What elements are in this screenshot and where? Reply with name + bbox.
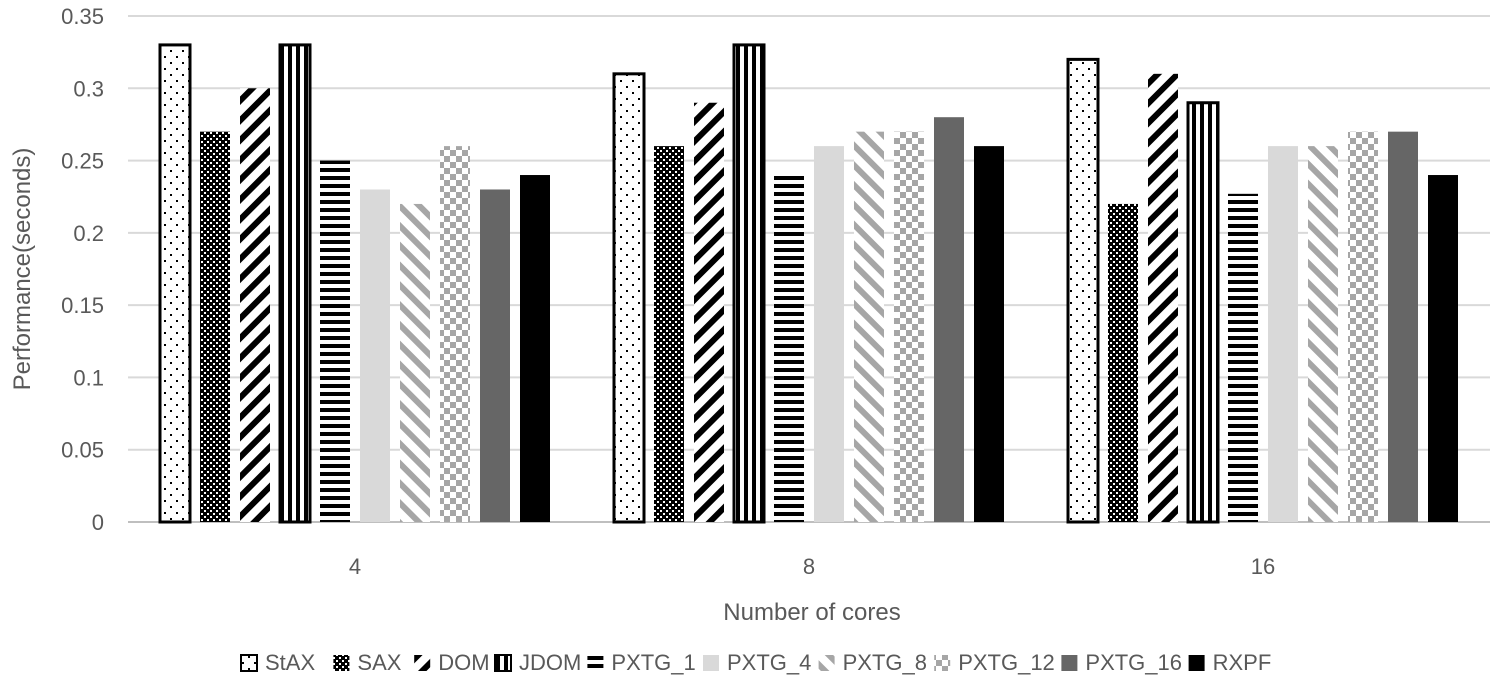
legend-swatch: [1188, 655, 1205, 671]
bar-rxpf-8: [974, 146, 1004, 522]
bar-pxtg-16-8: [934, 117, 964, 522]
bar-pxtg-8-8: [854, 131, 884, 522]
bar-pxtg-4-8: [814, 146, 844, 522]
legend-swatch: [414, 655, 431, 671]
y-axis-title: Performance(seconds): [9, 148, 36, 391]
legend-item-pxtg-4: PXTG_4: [703, 650, 811, 675]
bar-stax-8: [612, 72, 646, 524]
bar-pxtg-4-16: [1268, 146, 1298, 522]
x-axis-title: Number of cores: [723, 599, 900, 626]
legend-swatch: [934, 655, 951, 671]
legend-swatch: [333, 655, 350, 671]
legend-label: PXTG_16: [1085, 650, 1182, 675]
bar-dom-16: [1148, 73, 1178, 522]
bar-jdom-8: [732, 43, 766, 524]
legend-label: PXTG_4: [727, 650, 811, 675]
legend-item-pxtg-1: PXTG_1: [587, 650, 696, 675]
bar-jdom-16: [1186, 101, 1220, 524]
x-tick-label: 4: [349, 554, 361, 579]
bar-stax-4: [158, 43, 192, 524]
bar-jdom-4: [278, 43, 312, 524]
y-tick-label: 0.35: [61, 4, 104, 29]
legend-swatch: [240, 654, 258, 672]
bar-dom-8: [694, 102, 724, 522]
bar-pxtg-4-4: [360, 189, 390, 522]
bar-pxtg-1-4: [320, 160, 350, 523]
legend-item-pxtg-16: PXTG_16: [1061, 650, 1182, 675]
bar-pxtg-12-4: [440, 146, 470, 522]
legend-label: RXPF: [1213, 650, 1272, 675]
bar-sax-4: [200, 131, 230, 522]
bar-pxtg-16-16: [1388, 131, 1418, 522]
bar-pxtg-8-16: [1308, 146, 1338, 522]
bar-pxtg-1-8: [774, 175, 804, 522]
legend-label: PXTG_8: [843, 650, 927, 675]
bar-stax-16: [1066, 57, 1100, 524]
y-tick-label: 0.15: [61, 293, 104, 318]
legend-item-stax: StAX: [240, 650, 315, 675]
legend-item-dom: DOM: [414, 650, 490, 675]
legend-item-rxpf: RXPF: [1188, 650, 1272, 675]
legend-swatch: [1061, 655, 1078, 671]
bar-sax-8: [654, 146, 684, 522]
legend-label: StAX: [265, 650, 315, 675]
legend-item-jdom: JDOM: [494, 650, 581, 675]
legend-swatch: [703, 655, 719, 671]
bar-dom-4: [240, 88, 270, 523]
bar-rxpf-4: [520, 175, 550, 522]
legend-swatch: [494, 654, 512, 672]
legend-label: DOM: [438, 650, 489, 675]
bar-pxtg-8-4: [400, 203, 430, 522]
bar-pxtg-1-16: [1228, 193, 1258, 522]
bar-pxtg-12-8: [894, 131, 924, 522]
legend-item-sax: SAX: [333, 650, 402, 675]
x-tick-label: 16: [1251, 554, 1275, 579]
legend-swatch: [587, 655, 604, 671]
y-tick-label: 0.3: [73, 76, 104, 101]
legend-label: SAX: [357, 650, 401, 675]
legend-item-pxtg-12: PXTG_12: [934, 650, 1055, 675]
bar-rxpf-16: [1428, 175, 1458, 522]
y-tick-label: 0.2: [73, 221, 104, 246]
y-tick-label: 0: [92, 510, 104, 535]
legend-label: PXTG_1: [611, 650, 695, 675]
y-tick-label: 0.1: [73, 365, 104, 390]
bar-pxtg-16-4: [480, 189, 510, 522]
y-tick-label: 0.25: [61, 149, 104, 174]
y-tick-label: 0.05: [61, 438, 104, 463]
x-tick-label: 8: [803, 554, 815, 579]
legend-item-pxtg-8: PXTG_8: [818, 650, 927, 675]
legend-label: PXTG_12: [958, 650, 1055, 675]
legend-label: JDOM: [519, 650, 581, 675]
bar-pxtg-12-16: [1348, 131, 1378, 522]
legend-swatch: [818, 655, 835, 671]
bar-sax-16: [1108, 203, 1138, 522]
